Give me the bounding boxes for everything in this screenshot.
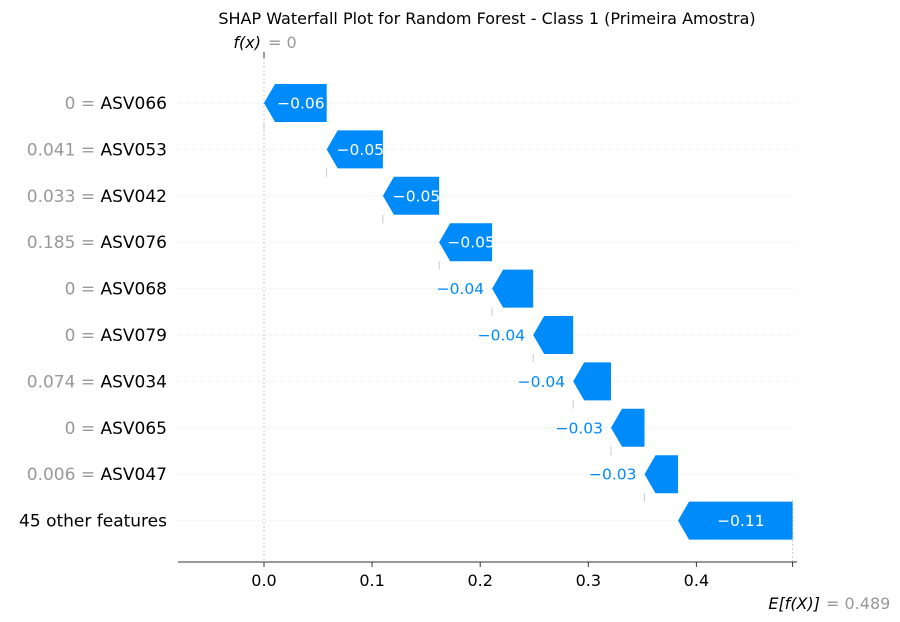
bar-7 — [573, 362, 612, 401]
bar-8 — [611, 408, 645, 447]
feature-value: 0 = — [65, 280, 101, 300]
feature-value: 0 = — [65, 419, 101, 439]
feature-name: 45 other features — [19, 512, 167, 532]
x-axis: 0.0 0.1 0.2 0.3 0.4 — [178, 52, 797, 590]
bar-value-label: −0.11 — [717, 512, 765, 530]
bar-4 — [439, 223, 493, 262]
feature-name: ASV079 — [101, 326, 168, 346]
x-tick-label: 0.0 — [251, 571, 276, 590]
feature-value: 0.185 = — [27, 233, 101, 253]
feature-label: 0 = ASV065 — [65, 419, 167, 439]
feature-label: 0.033 = ASV042 — [27, 187, 167, 207]
feature-name: ASV034 — [101, 372, 168, 392]
bar-value-label: −0.05 — [447, 234, 495, 252]
bar-value-label: −0.05 — [393, 187, 441, 205]
bar-value-label: −0.05 — [337, 141, 385, 159]
feature-label: 45 other features — [19, 512, 167, 532]
bar-value-label: −0.03 — [589, 466, 637, 484]
base-value-annotation: E[f(X)] = 0.489 — [768, 594, 890, 613]
bar-3 — [382, 176, 440, 215]
bar-5 — [492, 269, 534, 308]
fx-value: = 0 — [268, 33, 297, 52]
x-tick-label: 0.1 — [359, 571, 384, 590]
feature-name: ASV066 — [101, 94, 168, 114]
bar-value-label: −0.03 — [556, 419, 604, 437]
feature-value: 0.041 = — [27, 140, 101, 160]
feature-value: 0.006 = — [27, 465, 101, 485]
bar-2 — [326, 130, 383, 169]
base-label: E[f(X)] — [768, 594, 820, 613]
feature-name: ASV068 — [101, 280, 168, 300]
feature-value: 0 = — [65, 94, 101, 114]
bar-1 — [264, 84, 327, 122]
feature-label: 0.185 = ASV076 — [27, 233, 167, 253]
feature-label: 0 = ASV066 — [65, 94, 167, 114]
feature-name: ASV053 — [101, 140, 168, 160]
feature-name: ASV065 — [101, 419, 168, 439]
bar-value-label: −0.04 — [518, 373, 566, 391]
bar-value-label: −0.04 — [478, 327, 526, 345]
feature-label: 0 = ASV079 — [65, 326, 167, 346]
feature-name: ASV076 — [101, 233, 168, 253]
bars: −0.06 −0.05 −0.05 −0.05 −0.04 −0.04 −0.04 −0.03… — [263, 84, 793, 540]
feature-label: 0 = ASV068 — [65, 280, 167, 300]
feature-name: ASV047 — [101, 465, 168, 485]
feature-name: ASV042 — [101, 187, 168, 207]
x-tick-label: 0.2 — [467, 571, 492, 590]
row-grid — [178, 102, 797, 522]
base-value: = 0.489 — [826, 594, 890, 613]
feature-value: 0.033 = — [27, 187, 101, 207]
feature-value: 0 = — [65, 326, 101, 346]
bar-value-label: −0.04 — [437, 280, 485, 298]
feature-label: 0.074 = ASV034 — [27, 372, 167, 392]
bar-9 — [644, 455, 679, 494]
feature-value: 0.074 = — [27, 372, 101, 392]
x-tick-label: 0.4 — [684, 571, 709, 590]
fx-annotation: f(x) = 0 — [233, 33, 296, 52]
chart-title: SHAP Waterfall Plot for Random Forest - … — [218, 9, 755, 28]
bar-value-label: −0.06 — [277, 95, 325, 113]
reference-lines — [263, 58, 794, 562]
x-tick-label: 0.3 — [576, 571, 601, 590]
bar-6 — [533, 316, 574, 354]
feature-label: 0.006 = ASV047 — [27, 465, 167, 485]
fx-label: f(x) — [233, 33, 261, 52]
feature-label: 0.041 = ASV053 — [27, 140, 167, 160]
bar-10 — [678, 501, 793, 540]
